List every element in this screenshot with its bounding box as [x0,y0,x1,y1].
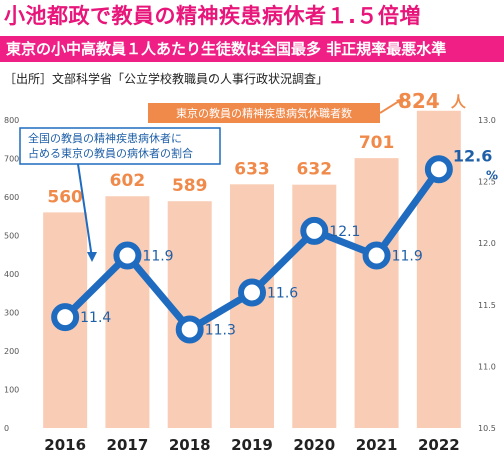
bar-2017 [105,196,150,428]
x-label-2021: 2021 [356,436,398,454]
bar-callout-arrowhead [396,98,404,106]
right-tick-label: 13.0 [478,116,496,125]
left-tick-label: 400 [4,270,19,279]
x-label-2018: 2018 [169,436,211,454]
ratio-point-2016 [51,303,80,332]
ratio-label-2020: 12.1 [329,224,360,240]
x-label-2020: 2020 [293,436,335,454]
ratio-label-2019: 11.6 [267,285,298,301]
ratio-label-2021: 11.9 [392,249,423,265]
bar-label-2020: 632 [297,160,333,180]
left-tick-label: 0 [4,424,9,433]
line-callout-arrowhead [87,252,97,262]
ratio-point-2017 [113,241,142,270]
bar-label-2019: 633 [234,159,270,179]
x-label-2016: 2016 [44,436,86,454]
bar-label-2016: 560 [47,187,83,207]
bar-label-unit: 人 [451,93,467,111]
right-tick-label: 12.5 [478,178,496,187]
bar-callout-box [148,103,380,123]
line-callout-text: 占める東京の教員の病休者の割合 [28,146,193,160]
ratio-unit: % [486,168,498,182]
ratio-label-2016: 11.4 [80,310,111,326]
ratio-label-2018: 11.3 [205,322,236,338]
x-label-2019: 2019 [231,436,273,454]
left-tick-label: 500 [4,232,19,241]
source-note: ［出所］文部科学省「公立学校教職員の人事行政状況調査」 [4,72,329,86]
ratio-point-2022 [424,155,453,184]
line-callout-box [19,127,221,165]
left-tick-label: 600 [4,193,19,202]
left-tick-label: 200 [4,347,19,356]
left-tick-label: 100 [4,386,19,395]
ratio-point-2019 [238,278,266,307]
bar-callout-text: 東京の教員の精神疾患病気休職者数 [176,106,352,120]
left-tick-label: 300 [4,309,19,318]
right-tick-label: 12.0 [478,239,496,248]
ratio-point-2021 [362,241,391,270]
bar-2021 [354,158,399,429]
left-tick-label: 800 [4,116,19,125]
ratio-label-2017: 11.9 [142,249,173,265]
page-title: 小池都政で教員の精神疾患病休者１.５倍増 [4,4,421,28]
x-label-2017: 2017 [107,436,149,454]
bar-label-2022: 824 [398,89,440,113]
ratio-point-2018 [175,315,204,344]
left-tick-label: 700 [4,155,19,164]
right-tick-label: 11.5 [478,301,496,310]
ratio-point-2020 [300,216,329,245]
line-callout-pointer [77,163,93,259]
line-callout-text: 全国の教員の精神疾患病休者に [28,131,182,145]
right-tick-label: 10.5 [478,424,496,433]
x-label-2022: 2022 [418,436,460,454]
bar-label-2018: 589 [172,176,208,196]
right-tick-label: 11.0 [478,362,496,371]
ratio-label-2022: 12.6 [453,146,492,165]
bar-label-2017: 602 [110,171,146,191]
bar-label-2021: 701 [359,133,395,153]
subtitle-banner: 東京の小中高教員１人あたり生徒数は全国最多 非正規率最悪水準 [0,36,504,62]
